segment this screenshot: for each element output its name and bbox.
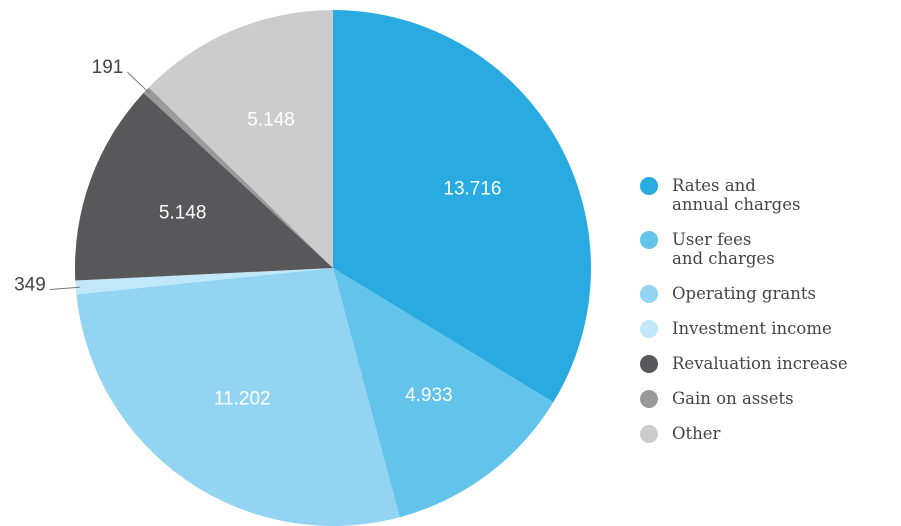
data-label: 11.202: [214, 389, 271, 410]
legend-item: Operating grants: [640, 284, 848, 303]
data-label: 5.148: [159, 202, 207, 223]
legend-label: Rates and annual charges: [672, 176, 801, 214]
pie-slice: [148, 10, 333, 268]
legend: Rates and annual charges User fees and ch…: [640, 176, 848, 443]
legend-item: Rates and annual charges: [640, 176, 848, 214]
pie-slice: [75, 92, 333, 281]
data-label: 4.933: [405, 385, 453, 406]
legend-label: Other: [672, 424, 721, 443]
legend-label: Gain on assets: [672, 389, 794, 408]
legend-swatch: [640, 425, 658, 443]
legend-swatch: [640, 231, 658, 249]
legend-label: Operating grants: [672, 284, 816, 303]
data-label: 191: [92, 57, 124, 78]
pie-slice: [143, 87, 333, 269]
legend-swatch: [640, 177, 658, 195]
leader-line: [127, 71, 150, 94]
legend-swatch: [640, 390, 658, 408]
legend-swatch: [640, 320, 658, 338]
legend-label: Revaluation increase: [672, 354, 848, 373]
legend-item: Gain on assets: [640, 389, 848, 408]
legend-label: User fees and charges: [672, 230, 775, 268]
leader-line: [49, 286, 80, 290]
pie-slice: [333, 268, 554, 518]
legend-label: Investment income: [672, 319, 832, 338]
legend-swatch: [640, 355, 658, 373]
pie-slice: [333, 10, 591, 403]
pie-slice: [75, 268, 334, 295]
legend-item: Revaluation increase: [640, 354, 848, 373]
data-label: 13.716: [443, 179, 501, 200]
legend-swatch: [640, 285, 658, 303]
legend-item: Investment income: [640, 319, 848, 338]
data-label: 349: [14, 274, 46, 295]
legend-item: Other: [640, 424, 848, 443]
data-label: 5.148: [247, 110, 295, 131]
pie-slice: [76, 268, 400, 526]
legend-item: User fees and charges: [640, 230, 848, 268]
